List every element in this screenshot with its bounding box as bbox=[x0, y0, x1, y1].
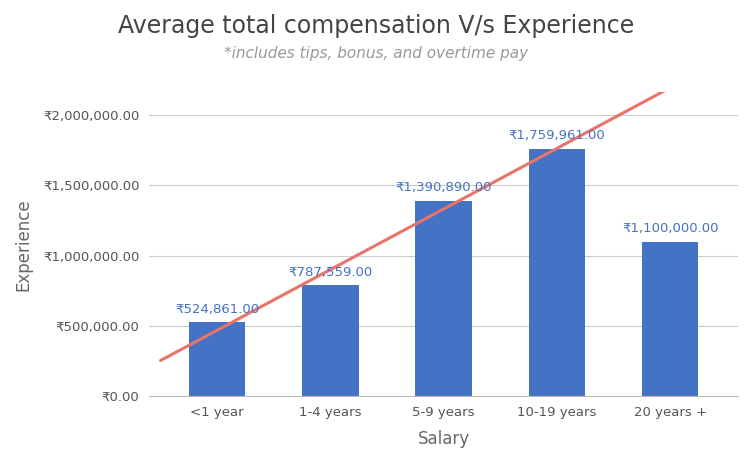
Text: ₹524,861.00: ₹524,861.00 bbox=[175, 303, 259, 316]
Text: ₹787,559.00: ₹787,559.00 bbox=[288, 266, 372, 279]
Text: ₹1,390,890.00: ₹1,390,890.00 bbox=[396, 181, 492, 194]
X-axis label: Salary: Salary bbox=[417, 430, 470, 448]
Y-axis label: Experience: Experience bbox=[14, 198, 32, 291]
Bar bbox=[302, 286, 359, 396]
Text: ₹1,100,000.00: ₹1,100,000.00 bbox=[622, 222, 718, 235]
Text: Average total compensation V/s Experience: Average total compensation V/s Experienc… bbox=[118, 14, 634, 38]
Bar bbox=[189, 322, 245, 396]
Bar bbox=[415, 201, 472, 396]
Text: *includes tips, bonus, and overtime pay: *includes tips, bonus, and overtime pay bbox=[224, 46, 528, 61]
Bar bbox=[642, 242, 699, 396]
Text: ₹1,759,961.00: ₹1,759,961.00 bbox=[508, 129, 605, 142]
Bar bbox=[529, 149, 585, 396]
